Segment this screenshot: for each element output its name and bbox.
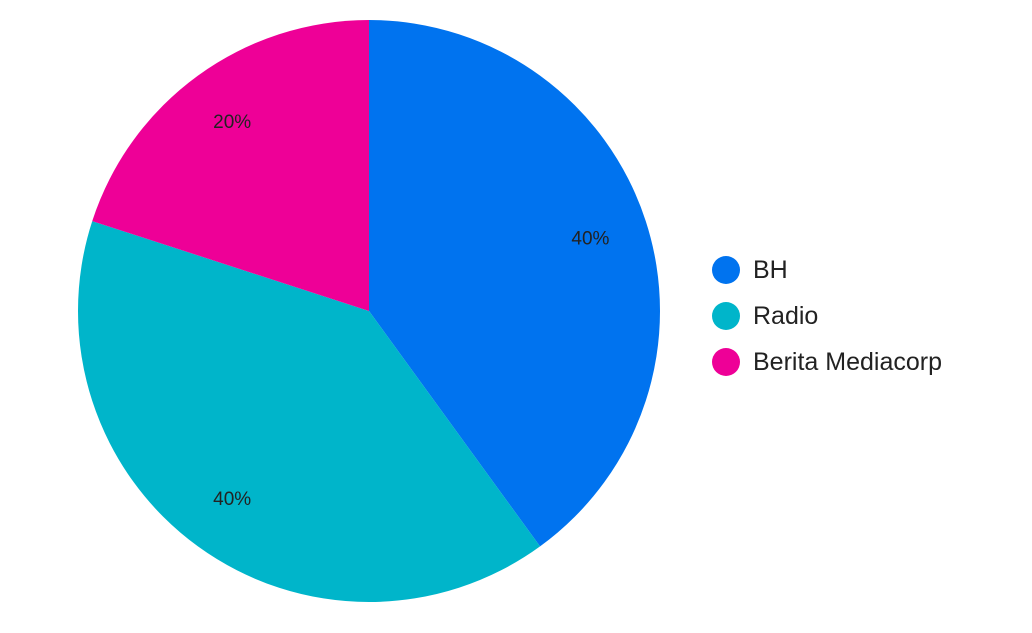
pie-slices	[77, 20, 660, 602]
legend-item[interactable]: Radio	[712, 293, 942, 339]
chart-legend: BH Radio Berita Mediacorp	[712, 247, 942, 385]
slice-value-label: 40%	[213, 489, 251, 510]
slice-value-label: 20%	[213, 112, 251, 133]
pie-slice-1[interactable]	[77, 221, 541, 602]
legend-label: Radio	[753, 301, 819, 330]
legend-swatch-icon	[712, 348, 740, 376]
legend-swatch-icon	[712, 256, 740, 284]
legend-item[interactable]: BH	[712, 247, 942, 293]
pie-slice-0[interactable]	[369, 20, 660, 547]
legend-swatch-icon	[712, 302, 740, 330]
slice-labels: 40% 40% 20%	[213, 112, 609, 510]
pie-slice-2[interactable]	[92, 20, 369, 311]
legend-label: BH	[753, 255, 788, 284]
slice-value-label: 40%	[571, 229, 609, 250]
legend-label: Berita Mediacorp	[753, 347, 942, 376]
legend-item[interactable]: Berita Mediacorp	[712, 339, 942, 385]
